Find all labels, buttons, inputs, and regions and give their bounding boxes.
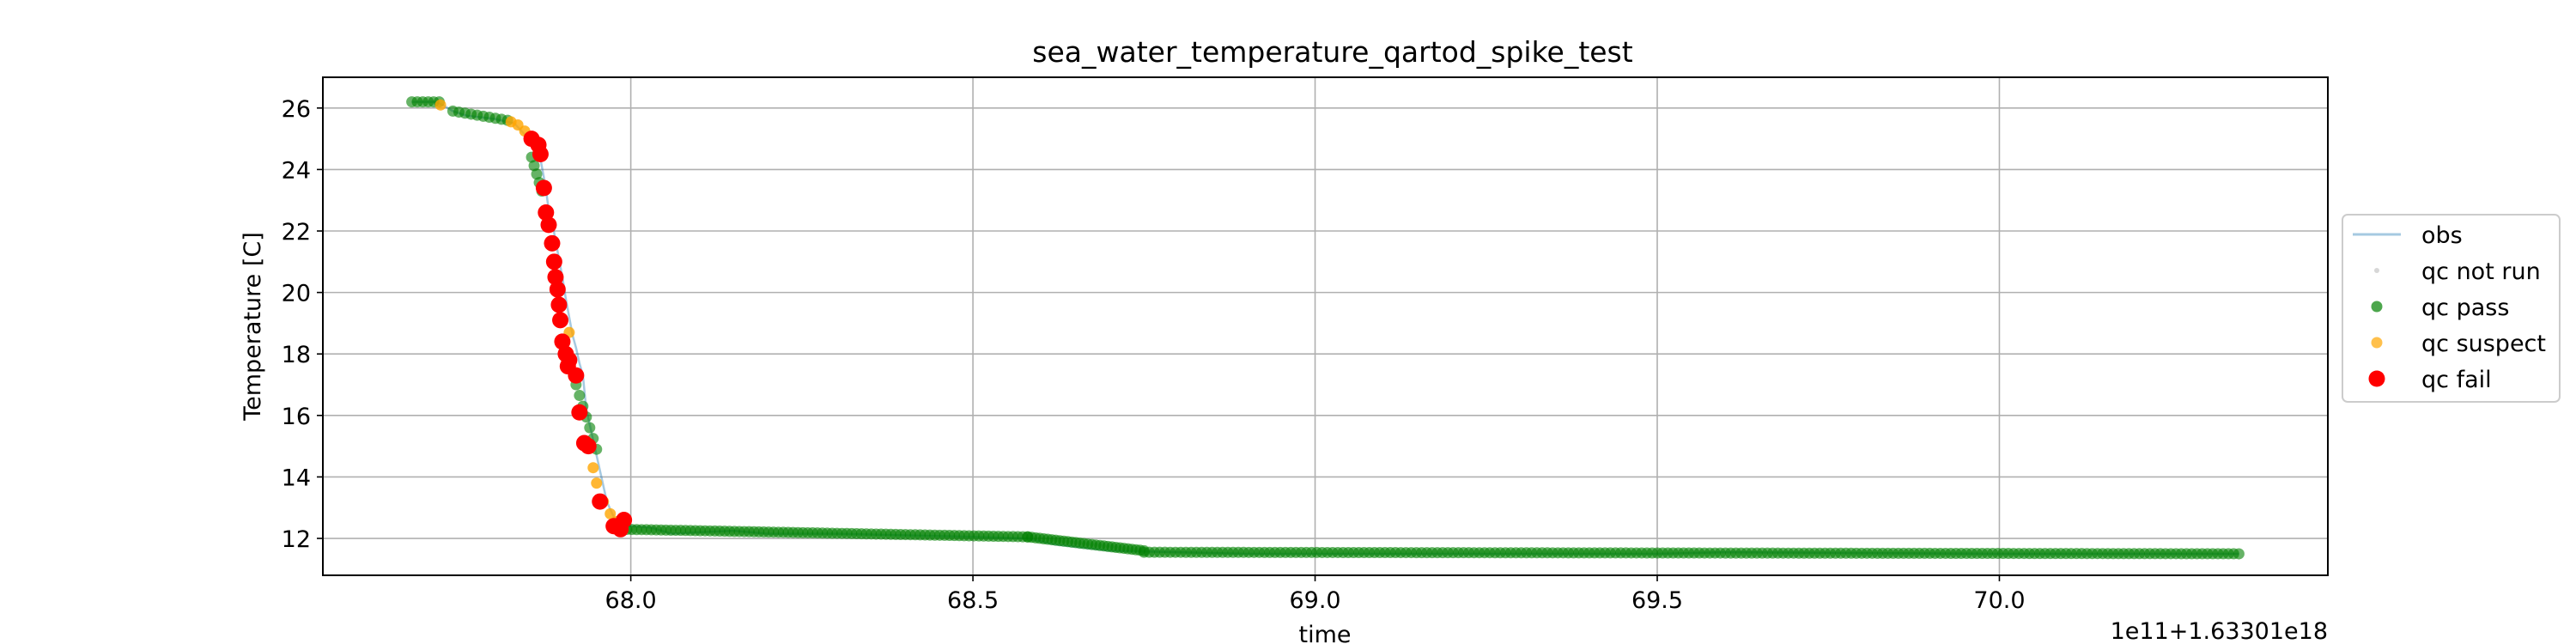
qc-fail-series: [523, 131, 633, 538]
y-tick-label: 14: [282, 465, 311, 491]
qc-fail-point: [549, 281, 566, 298]
qc-fail-point: [554, 333, 571, 350]
y-axis-label: Temperature [C]: [240, 232, 266, 422]
qc-fail-point: [552, 312, 569, 329]
qc-suspect-point: [587, 462, 599, 474]
qc-fail-point: [540, 216, 557, 234]
qc-suspect-series: [434, 99, 623, 527]
x-tick-label: 68.0: [605, 587, 657, 614]
chart-title: sea_water_temperature_qartod_spike_test: [1032, 35, 1632, 69]
x-axis-label: time: [1298, 622, 1351, 644]
qc-fail-point: [544, 234, 561, 252]
qc-fail-point: [616, 512, 633, 529]
y-tick-label: 18: [282, 342, 311, 368]
qc-pass-point: [531, 168, 543, 180]
qc-suspect-point: [591, 477, 603, 489]
qc-fail-point: [550, 296, 568, 313]
legend-box: [2342, 214, 2561, 403]
qc-pass-point: [574, 390, 586, 402]
y-tick-label: 26: [282, 96, 311, 123]
qc-fail-point: [580, 438, 597, 455]
x-offset-label: 1e11+1.63301e18: [2111, 618, 2328, 644]
qc-pass-point: [584, 422, 596, 434]
legend-marker: [2374, 268, 2379, 273]
qc-fail-point: [568, 367, 585, 384]
qc-fail-point: [547, 269, 564, 286]
qc-fail-point: [561, 351, 578, 368]
y-tick-label: 12: [282, 526, 311, 553]
qc-suspect-point: [434, 99, 447, 111]
x-tick-label: 69.0: [1289, 587, 1340, 614]
y-axis: 12 14 16 18 20 22 24 26: [282, 96, 323, 553]
legend-label: qc fail: [2421, 367, 2492, 393]
legend-label: qc not run: [2421, 258, 2541, 285]
qc-fail-point: [571, 404, 588, 421]
qc-fail-point: [535, 179, 552, 197]
grid-lines: [323, 77, 2328, 575]
legend-marker: [2371, 301, 2383, 313]
qc-pass-point: [2233, 548, 2245, 560]
qc-suspect-point: [605, 507, 617, 519]
legend-marker: [2371, 337, 2383, 349]
qc-fail-point: [538, 204, 555, 222]
qc-pass-series: [406, 96, 2245, 560]
y-tick-label: 16: [282, 404, 311, 430]
y-tick-label: 22: [282, 219, 311, 246]
legend-label: qc suspect: [2421, 331, 2546, 357]
y-tick-label: 20: [282, 281, 311, 307]
qc-fail-point: [592, 493, 609, 510]
legend: obs qc not run qc pass qc suspect qc fail: [2342, 214, 2561, 403]
qc-fail-point: [532, 146, 549, 163]
x-tick-label: 69.5: [1631, 587, 1683, 614]
x-axis: 68.0 68.5 69.0 69.5 70.0: [605, 575, 2026, 614]
plot-area-frame: [322, 76, 2329, 576]
legend-marker: [2368, 370, 2385, 387]
legend-label: obs: [2421, 222, 2463, 249]
qc-fail-point: [545, 253, 562, 270]
x-tick-label: 68.5: [947, 587, 999, 614]
x-tick-label: 70.0: [1973, 587, 2025, 614]
legend-label: qc pass: [2421, 295, 2509, 321]
y-tick-label: 24: [282, 157, 311, 184]
qc-pass-point: [528, 160, 540, 172]
